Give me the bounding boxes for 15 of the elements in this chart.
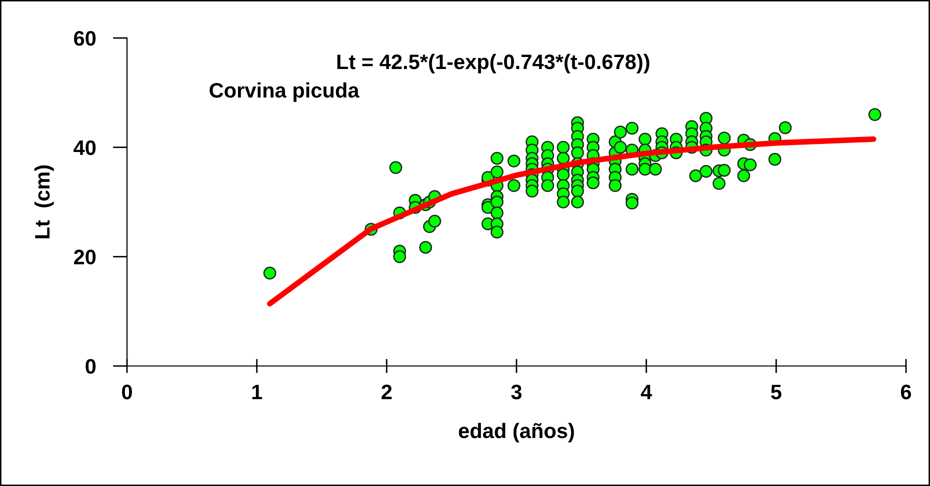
x-tick-label: 3 bbox=[511, 384, 522, 400]
x-tick-label: 1 bbox=[252, 384, 262, 400]
x-tick-label: 6 bbox=[900, 384, 912, 400]
x-tick-label: 0 bbox=[122, 384, 132, 400]
annotation: Corvina picuda bbox=[210, 82, 360, 102]
x-tick-label: 4 bbox=[640, 384, 652, 400]
text: Lt = 42.5*(1-exp(-0.743*(t-0.678)) bbox=[337, 54, 650, 74]
y-tick-label: 0 bbox=[86, 359, 96, 374]
x-tick-label: 2 bbox=[382, 384, 392, 400]
y-tick-label: 40 bbox=[74, 140, 96, 156]
y-tick-label: 60 bbox=[74, 31, 96, 46]
x-axis-title: edad (años) bbox=[458, 422, 574, 442]
x-tick-label: 5 bbox=[771, 384, 782, 400]
y-tick-label: 20 bbox=[74, 250, 96, 264]
y-axis-title: Lt (cm) bbox=[34, 165, 54, 238]
